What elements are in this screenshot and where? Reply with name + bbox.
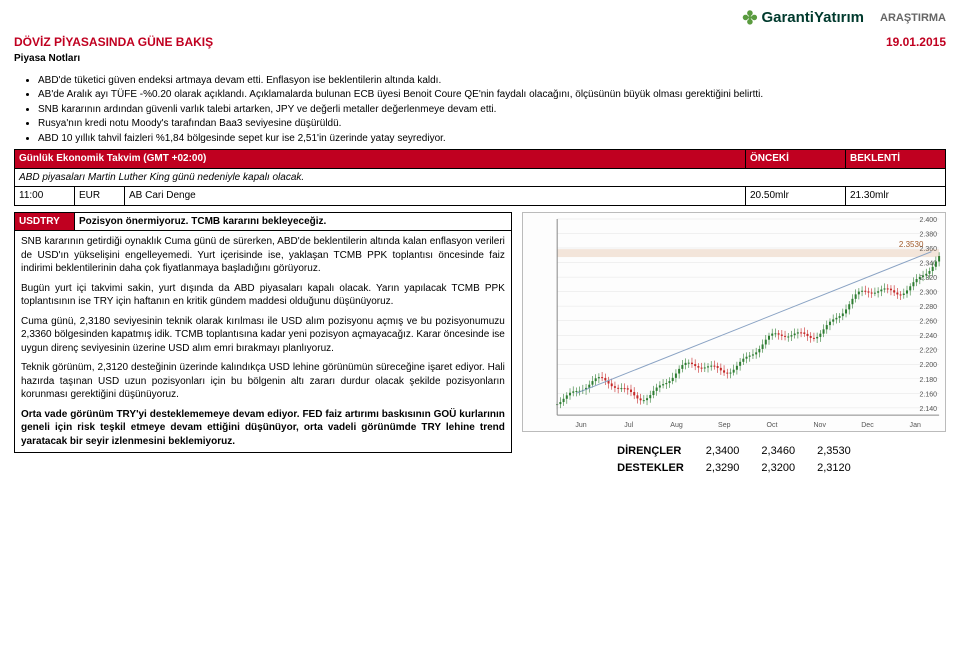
svg-text:2.340: 2.340 [919, 260, 937, 267]
svg-text:2.280: 2.280 [919, 304, 937, 311]
calendar-title: Günlük Ekonomik Takvim (GMT +02:00) [15, 150, 746, 169]
header: ✤ GarantiYatırım ARAŞTIRMA [14, 8, 946, 28]
brand-logo: ✤ GarantiYatırım [742, 8, 864, 28]
market-note-item: AB'de Aralık ayı TÜFE -%0.20 olarak açık… [38, 88, 946, 102]
paragraph-3: Cuma günü, 2,3180 seviyesinin teknik ola… [21, 315, 505, 356]
svg-text:2.260: 2.260 [919, 319, 937, 326]
cal-prev: 20.50mlr [746, 187, 846, 206]
calendar-table: Günlük Ekonomik Takvim (GMT +02:00) ÖNCE… [14, 149, 946, 206]
position-table: USDTRY Pozisyon önermiyoruz. TCMB kararı… [14, 212, 512, 454]
svg-text:2.180: 2.180 [919, 377, 937, 384]
sup-2: 2,3200 [751, 461, 805, 476]
res-2: 2,3460 [751, 444, 805, 459]
sup-1: 2,3290 [696, 461, 750, 476]
market-note-item: Rusya'nın kredi notu Moody's tarafından … [38, 117, 946, 131]
paragraph-4b: Orta vade görünüm TRY'yi desteklememeye … [21, 408, 505, 449]
paragraph-2: Bugün yurt içi takvimi sakin, yurt dışın… [21, 282, 505, 309]
calendar-col-exp: BEKLENTİ [846, 150, 946, 169]
paragraph-4b-bold: Orta vade görünüm TRY'yi desteklememeye … [21, 409, 505, 447]
market-note-item: SNB kararının ardından güvenli varlık ta… [38, 103, 946, 117]
svg-text:2.140: 2.140 [919, 406, 937, 413]
svg-text:2.240: 2.240 [919, 333, 937, 340]
cal-exp: 21.30mlr [846, 187, 946, 206]
svg-text:2.160: 2.160 [919, 391, 937, 398]
res-3: 2,3530 [807, 444, 861, 459]
resistance-row: DİRENÇLER 2,3400 2,3460 2,3530 [607, 444, 861, 459]
paragraph-4: Teknik görünüm, 2,3120 desteğinin üzerin… [21, 361, 505, 402]
paragraph-1: SNB kararının getirdiği oynaklık Cuma gü… [21, 235, 505, 276]
sup-3: 2,3120 [807, 461, 861, 476]
page-subtitle: Piyasa Notları [14, 52, 946, 66]
clover-icon: ✤ [742, 9, 757, 27]
calendar-holiday-note: ABD piyasaları Martin Luther King günü n… [15, 168, 946, 187]
svg-text:Dec: Dec [861, 422, 874, 429]
svg-text:2.220: 2.220 [919, 348, 937, 355]
svg-text:2.400: 2.400 [919, 217, 937, 224]
resistance-label: DİRENÇLER [607, 444, 694, 459]
calendar-col-prev: ÖNCEKİ [746, 150, 846, 169]
position-stance: Pozisyon önermiyoruz. TCMB kararını bekl… [75, 212, 512, 231]
market-note-item: ABD'de tüketici güven endeksi artmaya de… [38, 74, 946, 88]
support-label: DESTEKLER [607, 461, 694, 476]
pair-label: USDTRY [15, 212, 75, 231]
brand-name: GarantiYatırım [761, 8, 864, 28]
cal-time: 11:00 [15, 187, 75, 206]
svg-text:2.200: 2.200 [919, 362, 937, 369]
research-label: ARAŞTIRMA [880, 11, 946, 26]
svg-text:Oct: Oct [766, 422, 777, 429]
support-row: DESTEKLER 2,3290 2,3200 2,3120 [607, 461, 861, 476]
svg-text:Nov: Nov [813, 422, 826, 429]
svg-text:2.3530: 2.3530 [899, 240, 924, 249]
market-note-item: ABD 10 yıllık tahvil faizleri %1,84 bölg… [38, 132, 946, 146]
svg-text:Jan: Jan [909, 422, 920, 429]
usdtry-chart: 2.4002.3802.3602.3402.3202.3002.2802.260… [522, 212, 946, 432]
cal-ccy: EUR [75, 187, 125, 206]
market-notes-list: ABD'de tüketici güven endeksi artmaya de… [38, 74, 946, 146]
svg-text:Jun: Jun [575, 422, 586, 429]
res-1: 2,3400 [696, 444, 750, 459]
svg-text:Jul: Jul [624, 422, 633, 429]
support-resistance-table: DİRENÇLER 2,3400 2,3460 2,3530 DESTEKLER… [605, 442, 863, 478]
paragraph-4a: Teknik görünüm, 2,3120 desteğinin üzerin… [21, 362, 505, 400]
calendar-row: 11:00EURAB Cari Denge20.50mlr21.30mlr [15, 187, 946, 206]
svg-text:Aug: Aug [670, 422, 683, 429]
svg-text:2.300: 2.300 [919, 290, 937, 297]
cal-event: AB Cari Denge [125, 187, 746, 206]
report-date: 19.01.2015 [886, 34, 946, 50]
svg-text:Sep: Sep [718, 422, 731, 429]
page-title: DÖVİZ PİYASASINDA GÜNE BAKIŞ [14, 34, 213, 50]
svg-text:2.380: 2.380 [919, 231, 937, 238]
title-row: DÖVİZ PİYASASINDA GÜNE BAKIŞ 19.01.2015 [14, 34, 946, 50]
